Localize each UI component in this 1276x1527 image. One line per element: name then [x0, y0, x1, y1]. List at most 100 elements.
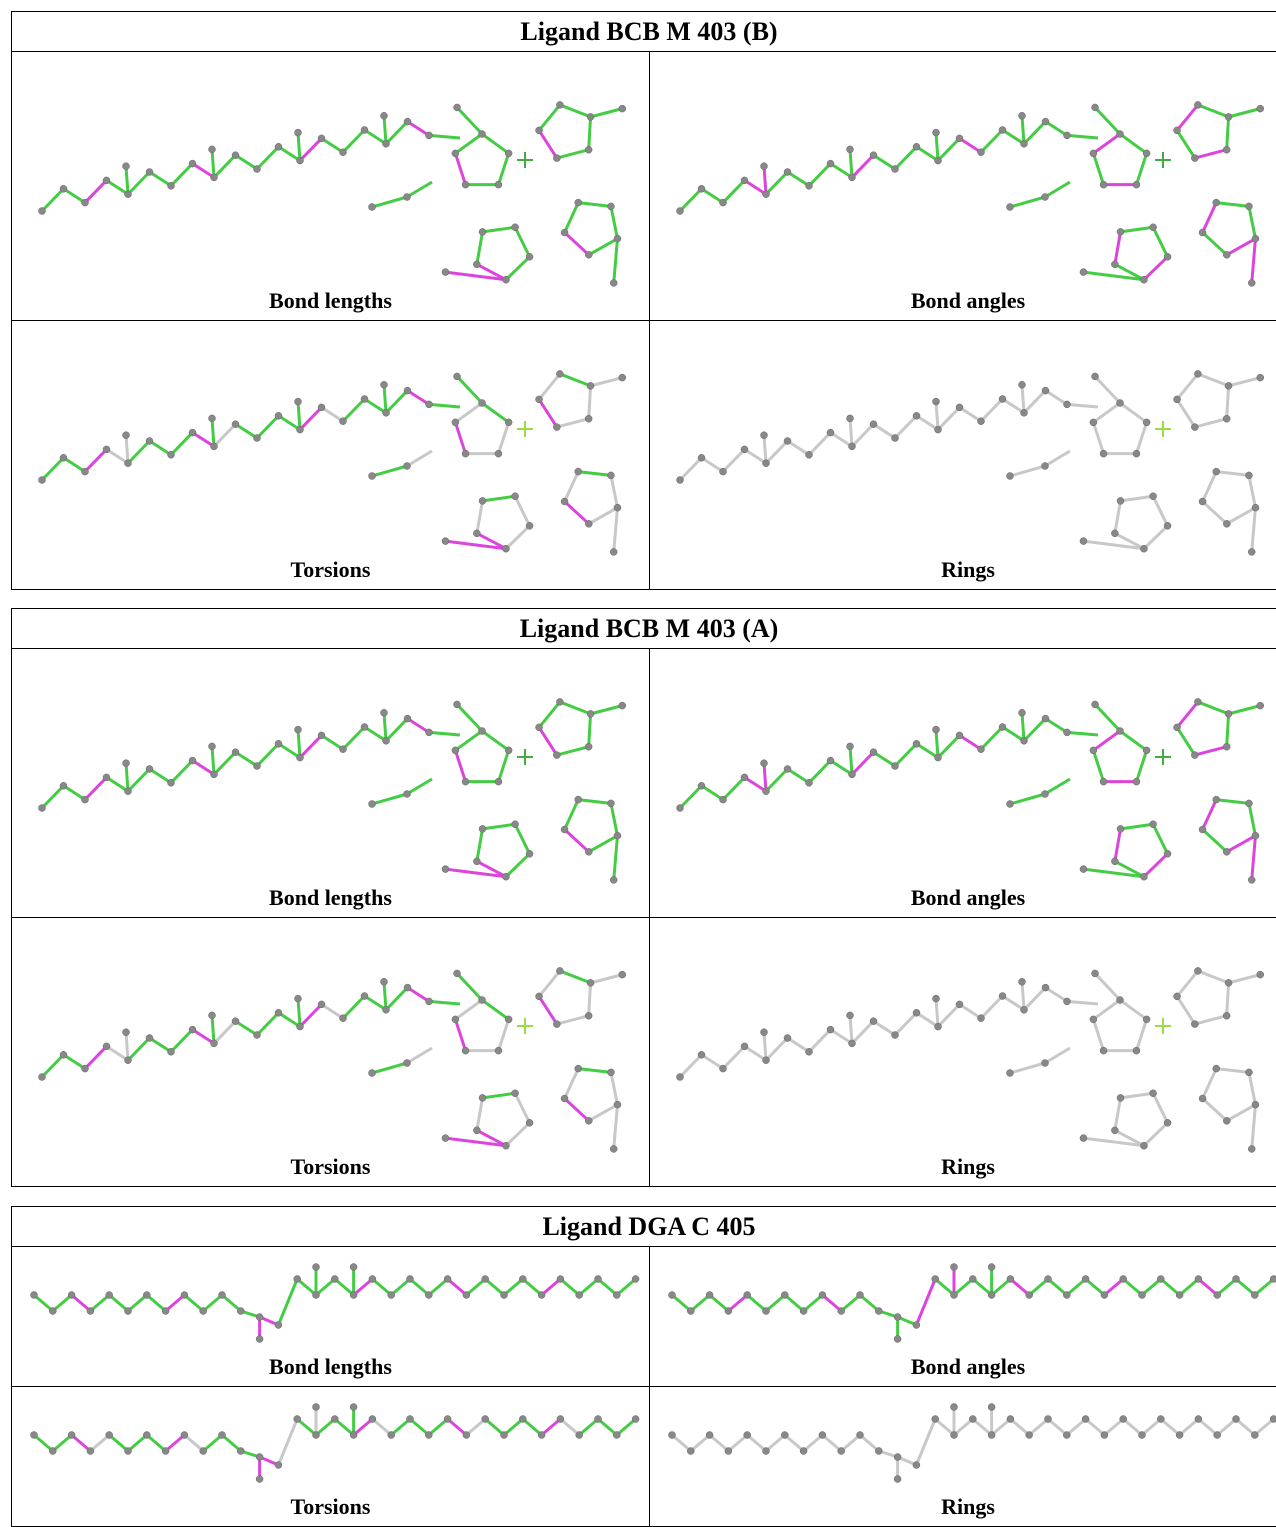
atom	[932, 397, 940, 406]
bond	[934, 998, 940, 1027]
bond	[1114, 531, 1145, 551]
panel-row: Torsions Rings	[12, 1387, 1276, 1526]
bond	[850, 1020, 875, 1045]
atom	[81, 198, 89, 207]
atom	[296, 1022, 304, 1031]
atom	[969, 1415, 977, 1423]
atom	[805, 182, 813, 190]
atom	[403, 386, 412, 395]
bond	[708, 1433, 730, 1453]
molecule	[676, 101, 1265, 287]
atom	[1041, 193, 1049, 201]
bond	[537, 103, 562, 132]
atom	[1006, 800, 1014, 808]
bond	[1091, 1018, 1105, 1052]
bond	[191, 431, 215, 448]
atom	[893, 1335, 902, 1343]
atom	[1063, 1431, 1071, 1439]
bond	[721, 776, 746, 801]
atom	[380, 978, 388, 986]
atom	[934, 753, 942, 762]
atom	[912, 1461, 921, 1469]
bond	[1113, 231, 1122, 265]
bond	[406, 717, 430, 734]
bond	[445, 539, 507, 551]
bond	[1093, 375, 1122, 405]
bond	[609, 206, 619, 239]
panel: Bond lengths	[12, 52, 650, 320]
bond	[609, 475, 619, 508]
bond	[212, 423, 237, 448]
atom	[231, 151, 240, 159]
bond	[406, 449, 433, 468]
atom	[609, 1145, 618, 1153]
atom	[293, 1415, 301, 1423]
atom	[255, 1313, 264, 1321]
bond	[1235, 1417, 1256, 1437]
bond	[587, 713, 593, 747]
atom	[451, 1015, 460, 1024]
bond	[1092, 401, 1121, 424]
atom	[1132, 449, 1141, 458]
bond	[1216, 1067, 1250, 1074]
atom	[105, 1431, 113, 1439]
atom	[124, 787, 132, 795]
bond	[743, 179, 767, 196]
bond	[481, 729, 510, 752]
bond	[936, 1003, 961, 1028]
bond	[1175, 398, 1197, 428]
atom	[1223, 1117, 1231, 1125]
atom	[1212, 467, 1221, 476]
atom	[574, 1064, 583, 1073]
atom	[339, 1014, 347, 1022]
atom	[274, 412, 283, 420]
bond	[915, 145, 939, 162]
bond	[783, 1433, 805, 1453]
atom	[462, 1291, 471, 1299]
bond	[802, 1293, 824, 1313]
bond	[971, 1417, 993, 1437]
atom	[950, 1291, 958, 1299]
bond	[689, 1293, 711, 1313]
atom	[848, 173, 856, 182]
atom	[461, 449, 470, 458]
atom	[161, 1447, 170, 1455]
atom	[1198, 497, 1207, 506]
atom	[1140, 872, 1148, 881]
atom	[478, 497, 487, 505]
bond	[821, 1433, 843, 1453]
atom	[1251, 1431, 1259, 1439]
atom	[403, 462, 411, 470]
bond	[1120, 494, 1154, 503]
atom	[425, 1431, 433, 1439]
bond	[1119, 132, 1148, 155]
atom	[1018, 709, 1026, 717]
bond	[537, 372, 562, 401]
panel: Torsions	[12, 918, 650, 1186]
bond	[446, 1417, 468, 1437]
bond	[915, 742, 939, 759]
bond	[1142, 1121, 1169, 1147]
atom	[586, 113, 595, 121]
atom	[81, 1064, 89, 1073]
atom	[1245, 1068, 1253, 1077]
bond	[1135, 1018, 1149, 1052]
bond	[1228, 107, 1261, 119]
atom	[912, 740, 921, 748]
bond	[764, 1036, 789, 1062]
atom	[1018, 381, 1026, 389]
atom	[556, 698, 564, 706]
atom	[912, 143, 921, 151]
bond	[513, 1092, 531, 1124]
bond	[556, 148, 590, 160]
bond	[563, 201, 580, 234]
atom	[86, 1447, 95, 1455]
bond	[612, 835, 619, 881]
atom	[856, 1431, 864, 1439]
bond	[1228, 376, 1261, 388]
bond	[979, 397, 1004, 423]
atom	[724, 1447, 733, 1455]
bond	[382, 115, 388, 144]
panel-caption: Rings	[941, 557, 995, 582]
bond	[689, 1433, 711, 1453]
